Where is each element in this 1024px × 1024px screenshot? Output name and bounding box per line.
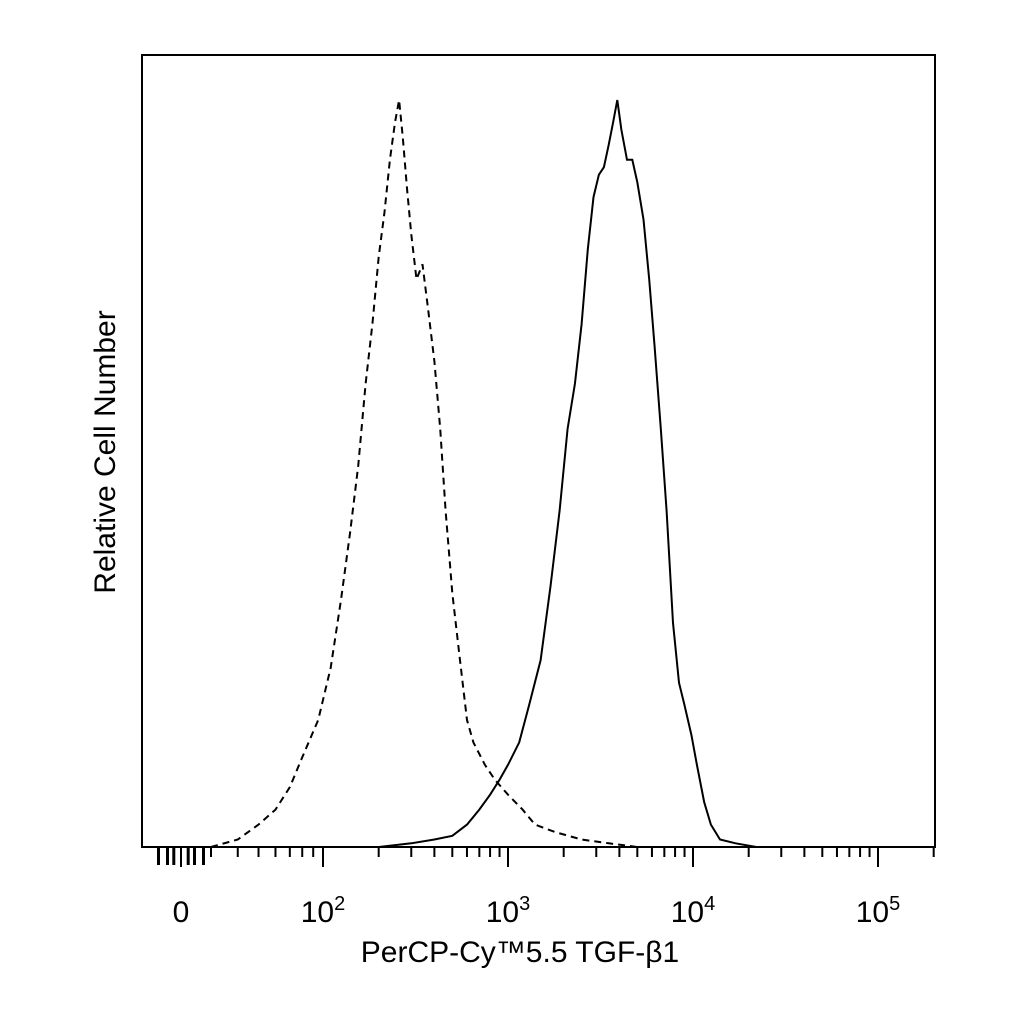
- x-minor-ticks: [157, 847, 935, 865]
- y-axis-label: Relative Cell Number: [89, 310, 122, 593]
- x-tick-labels: 0 102 103 104 105: [173, 893, 901, 929]
- x-tick-label: 104: [671, 893, 716, 929]
- x-axis-label: PerCP-Cy™5.5 TGF-β1: [361, 936, 679, 969]
- x-tick-label: 103: [486, 893, 531, 929]
- x-tick-label: 0: [173, 896, 190, 929]
- x-major-ticks: [180, 847, 879, 867]
- x-tick-label: 102: [301, 893, 346, 929]
- series-layer: [142, 99, 935, 848]
- x-tick-label: 105: [856, 893, 901, 929]
- plot-frame: [141, 54, 936, 848]
- histogram-series-2: [378, 99, 930, 848]
- histogram-series-1: [210, 99, 930, 848]
